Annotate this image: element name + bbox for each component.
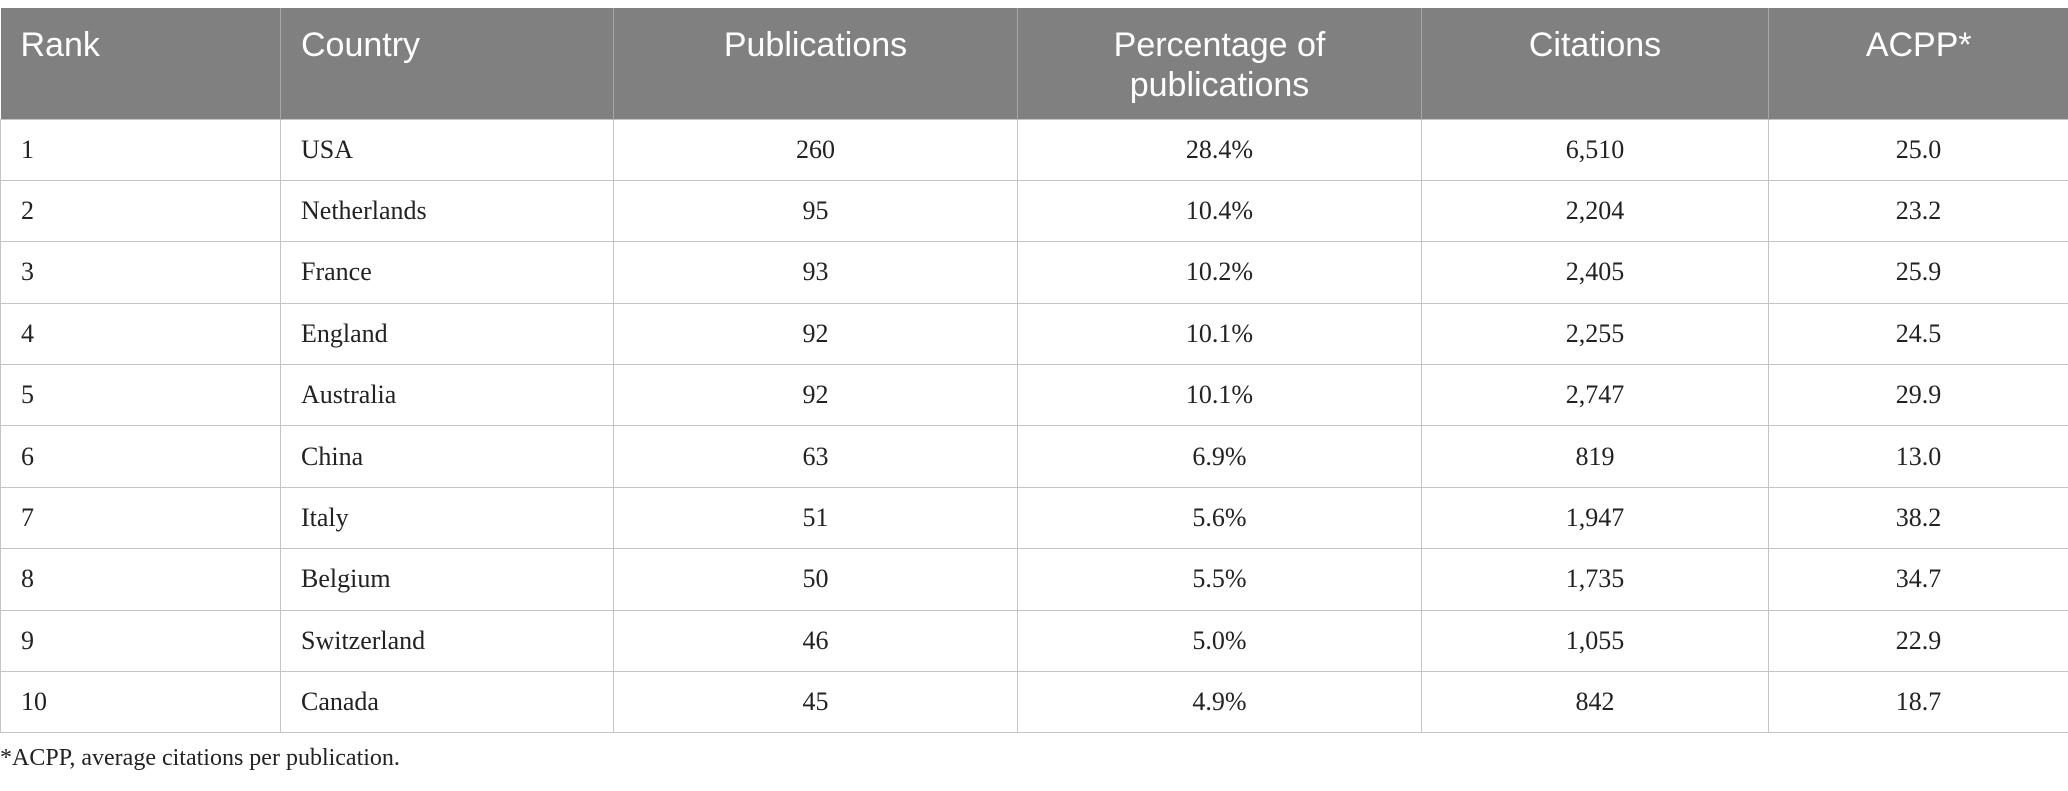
cell-citations: 2,405 [1421,241,1769,304]
cell-rank: 10 [0,671,281,734]
cell-country: Netherlands [280,179,614,243]
cell-citations: 1,055 [1421,609,1769,673]
header-citations: Citations [1421,8,1769,119]
table-row: 3 France 93 10.2% 2,405 25.9 [0,241,2068,304]
cell-acpp: 29.9 [1768,364,2068,427]
cell-percentage: 6.9% [1017,425,1422,488]
cell-percentage: 5.6% [1017,486,1422,550]
header-percentage: Percentage of publications [1017,8,1422,119]
cell-percentage: 5.0% [1017,609,1422,673]
header-row: Rank Country Publications Percentage of … [0,8,2068,119]
cell-rank: 7 [0,486,281,550]
cell-rank: 5 [0,364,281,427]
table-row: 9 Switzerland 46 5.0% 1,055 22.9 [0,609,2068,673]
cell-rank: 9 [0,609,281,673]
cell-acpp: 13.0 [1768,425,2068,488]
cell-acpp: 38.2 [1768,486,2068,550]
cell-percentage: 28.4% [1017,118,1422,181]
table-body: 1 USA 260 28.4% 6,510 25.0 2 Netherlands… [0,118,2068,734]
cell-country: Belgium [280,548,614,611]
cell-publications: 63 [613,425,1018,488]
table-row: 7 Italy 51 5.6% 1,947 38.2 [0,486,2068,550]
header-country: Country [280,8,614,119]
cell-country: Switzerland [280,609,614,673]
table-row: 6 China 63 6.9% 819 13.0 [0,425,2068,488]
cell-citations: 2,204 [1421,179,1769,243]
cell-acpp: 22.9 [1768,609,2068,673]
header-rank: Rank [0,8,281,119]
cell-citations: 1,947 [1421,486,1769,550]
cell-publications: 95 [613,179,1018,243]
cell-percentage: 4.9% [1017,671,1422,734]
cell-citations: 842 [1421,671,1769,734]
table-row: 5 Australia 92 10.1% 2,747 29.9 [0,364,2068,427]
cell-country: Italy [280,486,614,550]
cell-rank: 6 [0,425,281,488]
cell-country: France [280,241,614,304]
cell-percentage: 10.1% [1017,302,1422,366]
cell-country: Australia [280,364,614,427]
cell-citations: 819 [1421,425,1769,488]
table-row: 1 USA 260 28.4% 6,510 25.0 [0,118,2068,181]
cell-rank: 2 [0,179,281,243]
table-row: 2 Netherlands 95 10.4% 2,204 23.2 [0,179,2068,243]
cell-percentage: 5.5% [1017,548,1422,611]
cell-acpp: 18.7 [1768,671,2068,734]
cell-publications: 50 [613,548,1018,611]
cell-rank: 8 [0,548,281,611]
header-country-label: Country [301,26,421,64]
table-row: 4 England 92 10.1% 2,255 24.5 [0,302,2068,366]
cell-percentage: 10.2% [1017,241,1422,304]
cell-country: Canada [280,671,614,734]
cell-citations: 2,255 [1421,302,1769,366]
header-rank-label: Rank [20,26,100,64]
cell-percentage: 10.1% [1017,364,1422,427]
cell-publications: 92 [613,364,1018,427]
cell-citations: 1,735 [1421,548,1769,611]
header-citations-label: Citations [1528,26,1662,64]
cell-citations: 6,510 [1421,118,1769,181]
cell-rank: 3 [0,241,281,304]
cell-publications: 260 [613,118,1018,181]
header-acpp: ACPP* [1768,8,2068,119]
table-footnote: *ACPP, average citations per publication… [0,745,400,771]
header-percentage-label: Percentage of publications [1113,26,1326,104]
country-table-container: Rank Country Publications Percentage of … [0,8,2068,734]
table-header: Rank Country Publications Percentage of … [0,8,2068,119]
cell-citations: 2,747 [1421,364,1769,427]
cell-acpp: 34.7 [1768,548,2068,611]
header-acpp-label: ACPP* [1865,26,1972,64]
cell-country: England [280,302,614,366]
header-publications-label: Publications [723,26,908,64]
cell-acpp: 23.2 [1768,179,2068,243]
cell-percentage: 10.4% [1017,179,1422,243]
table-row: 8 Belgium 50 5.5% 1,735 34.7 [0,548,2068,611]
cell-acpp: 25.0 [1768,118,2068,181]
cell-country: USA [280,118,614,181]
cell-acpp: 24.5 [1768,302,2068,366]
cell-country: China [280,425,614,488]
cell-rank: 1 [0,118,281,181]
cell-publications: 93 [613,241,1018,304]
cell-publications: 92 [613,302,1018,366]
cell-publications: 46 [613,609,1018,673]
country-publications-table: Rank Country Publications Percentage of … [0,8,2068,734]
table-row: 10 Canada 45 4.9% 842 18.7 [0,671,2068,734]
cell-acpp: 25.9 [1768,241,2068,304]
cell-rank: 4 [0,302,281,366]
cell-publications: 51 [613,486,1018,550]
cell-publications: 45 [613,671,1018,734]
header-publications: Publications [613,8,1018,119]
